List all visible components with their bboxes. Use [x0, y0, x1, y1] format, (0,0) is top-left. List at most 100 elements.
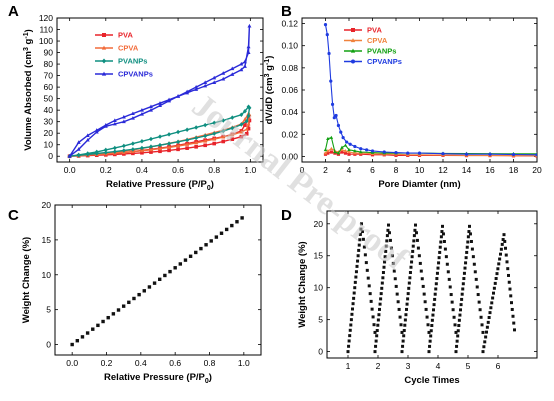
data-point-pvanps — [239, 122, 244, 127]
x-tick-label: 1 — [346, 361, 351, 371]
cycle-point-6 — [494, 277, 498, 281]
plot-frame — [54, 204, 262, 356]
data-point-pva — [176, 147, 180, 152]
data-point-cpvanps — [464, 152, 469, 156]
data-point-cpvanps — [242, 59, 247, 64]
x-tick-label: 12 — [438, 165, 448, 175]
cycle-point-6 — [501, 238, 505, 242]
cycle-point-4 — [427, 350, 431, 354]
cycle-point-1 — [372, 323, 376, 327]
x-tick-label: 10 — [415, 165, 425, 175]
data-point-pvanps — [336, 151, 341, 155]
data-point-cpvanps — [112, 121, 117, 126]
cycle-point-1 — [355, 264, 359, 268]
cycle-point-4 — [438, 245, 442, 249]
cycle-point-4 — [453, 323, 457, 327]
cycle-point-3 — [403, 323, 407, 327]
data-point-cpvanps — [121, 114, 126, 119]
cycle-point-1 — [366, 276, 370, 280]
cycle-point-6 — [485, 330, 488, 334]
cycle-point-5 — [474, 277, 478, 281]
y-tick-label: 70 — [44, 71, 54, 81]
cycle-point-2 — [374, 344, 378, 348]
data-point-cpvanps — [130, 116, 135, 120]
data-point-pvanps — [221, 128, 226, 134]
cycle-point-6 — [486, 320, 490, 324]
cycle-point-4 — [433, 292, 437, 296]
cycle-point-1 — [347, 339, 351, 343]
data-point-cpvanps — [334, 113, 338, 118]
cycle-point-1 — [360, 222, 363, 226]
y-tick-label: 10 — [42, 270, 52, 280]
y-tick-label: 15 — [42, 235, 52, 245]
data-point-cpvanps — [353, 144, 357, 149]
data-point-pvanps — [112, 145, 117, 151]
cycle-point-5 — [457, 324, 461, 328]
cycle-point-5 — [479, 315, 483, 319]
y-tick-label: 10 — [44, 140, 54, 150]
data-point-cpvanps — [148, 104, 153, 109]
cycle-point-2 — [377, 313, 381, 317]
data-point-cpvanps — [230, 66, 235, 71]
data-point-pva — [212, 141, 217, 146]
data-point-pvanps — [158, 142, 162, 148]
data-point — [224, 227, 229, 232]
legend-label-pva: PVA — [367, 26, 382, 35]
data-point — [96, 323, 100, 328]
data-point-cpvanps — [441, 152, 445, 156]
data-point — [194, 250, 198, 255]
cycle-point-4 — [432, 308, 435, 312]
x-tick-label: 16 — [485, 165, 495, 175]
panel-letter-d: D — [281, 207, 292, 224]
data-point-pva — [243, 123, 247, 127]
data-point-cpvanps — [67, 154, 72, 158]
cycle-point-3 — [406, 297, 410, 301]
data-point-pvanps — [176, 129, 181, 135]
data-point-cpvanps — [112, 118, 117, 122]
data-point-cpvanps — [488, 152, 492, 156]
data-point-pvanps — [333, 150, 337, 154]
cycle-point-2 — [393, 277, 397, 281]
legend-marker-cpvanps — [101, 71, 107, 76]
y-tick-label: 0.02 — [281, 129, 298, 139]
cycle-point-6 — [484, 335, 488, 339]
data-point-cpvanps — [242, 64, 247, 68]
data-point-cpva — [176, 143, 181, 148]
legend-marker-pva — [351, 28, 355, 32]
data-point-pvanps — [176, 139, 181, 145]
x-tick-label: 0.6 — [172, 165, 184, 175]
cycle-point-1 — [351, 307, 354, 311]
cycle-point-1 — [367, 284, 371, 288]
cycle-point-3 — [405, 302, 409, 306]
y-tick-label: 0.06 — [281, 85, 298, 95]
data-point-cpva — [230, 132, 235, 137]
cycle-point-3 — [406, 292, 410, 296]
data-point-pvanps — [167, 132, 172, 137]
data-point — [152, 281, 157, 285]
x-axis-label: Cycle Times — [404, 375, 459, 386]
cycle-point-1 — [349, 323, 353, 327]
cycle-point-4 — [454, 330, 458, 334]
cycle-point-3 — [423, 300, 427, 304]
cycle-point-1 — [353, 286, 357, 290]
data-point-cpvanps — [221, 71, 226, 75]
x-tick-label: 1.0 — [244, 165, 256, 175]
cycle-point-6 — [482, 345, 486, 349]
data-point-pva — [239, 134, 244, 139]
data-point-pvanps — [326, 136, 330, 141]
data-point-pvanps — [203, 122, 208, 128]
x-tick-label: 14 — [462, 165, 472, 175]
data-point — [101, 319, 105, 324]
cycle-point-5 — [476, 293, 480, 297]
cycle-point-3 — [426, 323, 430, 327]
data-point-cpvanps — [85, 133, 90, 137]
data-point-cpvanps — [332, 116, 336, 120]
cycle-point-3 — [408, 271, 412, 275]
data-point-pvanps — [230, 125, 235, 131]
data-point — [70, 342, 74, 347]
cycle-point-6 — [512, 321, 516, 325]
x-tick-label: 6 — [496, 361, 501, 371]
cycle-point-2 — [381, 276, 385, 280]
cycle-point-6 — [496, 267, 500, 271]
cycle-point-3 — [424, 307, 428, 311]
